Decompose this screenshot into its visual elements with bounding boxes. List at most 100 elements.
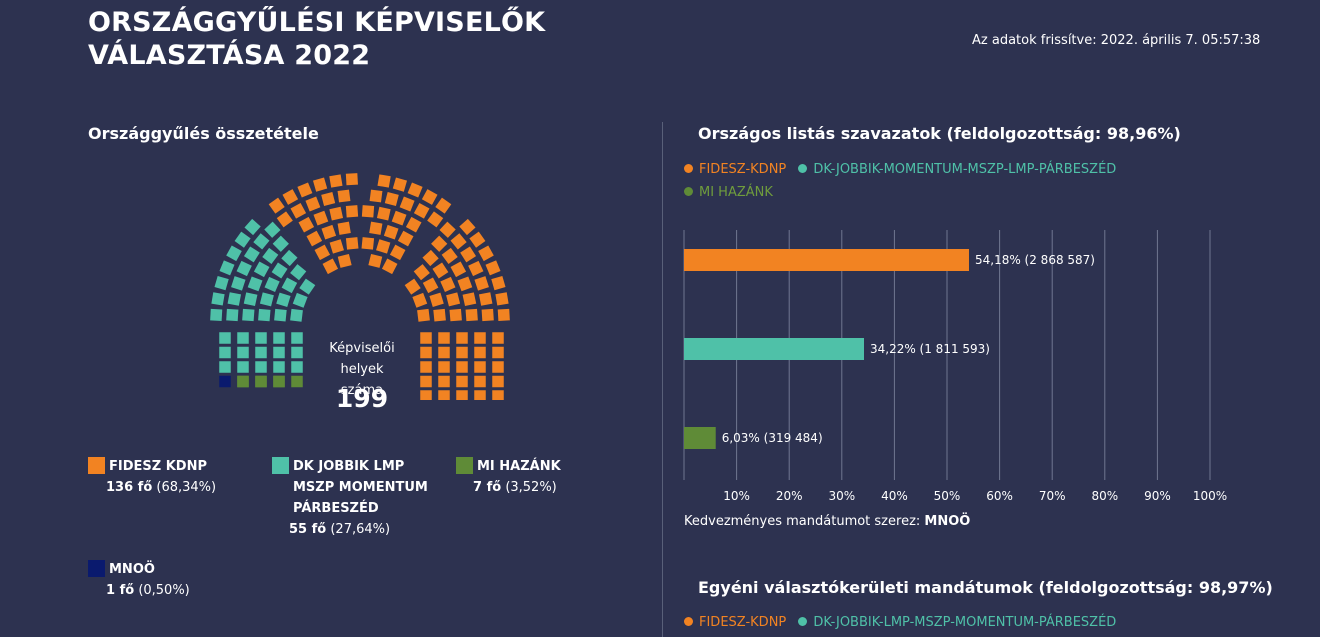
seat [329,239,344,254]
total-seats: 199 [335,384,389,413]
districts-heading: Egyéni választókerületi mandátumok (feld… [698,578,1273,597]
favored-party: MNOÖ [924,514,971,529]
seat [474,361,486,373]
seat [446,292,461,307]
seat [433,308,446,322]
seat [282,189,299,205]
legend-item-fidesz: FIDESZ-KDNP [684,615,786,630]
seat [412,292,428,308]
seat [312,177,328,192]
seat [456,375,468,388]
x-tick-label: 90% [1144,489,1171,503]
seat [313,210,329,226]
seat [226,308,239,322]
seat [438,361,450,373]
seat [435,197,452,214]
party-legend-mnoo: MNOÖ 1 fő (0,50%) [88,559,238,601]
party-name: MI HAZÁNK [477,459,561,474]
seat [273,361,285,373]
mihazank-swatch [456,457,473,474]
seat [219,375,231,388]
seat [337,189,351,203]
seat [271,262,288,279]
party-seats: 136 fő [106,480,153,495]
seat [439,221,456,238]
seat [361,205,375,218]
seat [290,264,307,281]
seat [321,224,337,240]
seat [397,230,414,247]
seat [456,361,468,373]
seat [421,189,438,205]
seat [292,292,308,308]
party-legend-fidesz: FIDESZ KDNP 136 fő (68,34%) [88,456,248,498]
parliament-seat-chart [210,173,510,400]
fidesz-swatch [88,457,105,474]
x-tick-label: 50% [934,489,961,503]
x-tick-label: 100% [1193,489,1227,503]
seat [469,231,486,248]
x-tick-label: 60% [986,489,1013,503]
chart-legend: FIDESZ-KDNP DK-JOBBIK-MOMENTUM-MSZP-LMP-… [684,162,1116,177]
seat [450,261,467,278]
party-legend-dk: DK JOBBIK LMP MSZP MOMENTUM PÁRBESZÉD 55… [272,456,442,540]
seat [291,332,303,344]
seat [329,206,344,221]
legend-item-mihazank: MI HAZÁNK [684,185,773,200]
seat [427,211,444,228]
seat [420,346,432,359]
seat [376,239,391,254]
legend-dot [684,617,693,626]
legend-dot [798,617,808,626]
seat [264,276,280,292]
seat [495,292,509,306]
party-name-line-3: PÁRBESZÉD [293,501,379,516]
seat [491,275,506,291]
seat [438,346,450,359]
seat [392,177,408,192]
legend-item-fidesz: FIDESZ-KDNP [684,162,786,177]
x-tick-label: 70% [1039,489,1066,503]
seat [258,308,271,322]
seat [262,247,279,264]
seat [399,196,415,212]
page-title-line-2: VÁLASZTÁSA 2022 [88,40,371,71]
seat [255,346,267,359]
bar [684,338,864,360]
seat [298,216,315,233]
seat [314,244,331,261]
seat [337,253,352,268]
legend-label: DK-JOBBIK-MOMENTUM-MSZP-LMP-PÁRBESZÉD [813,162,1117,177]
seat [376,206,391,221]
chart-legend-row-2: MI HAZÁNK [684,185,773,200]
seat [243,246,260,263]
legend-dot [684,164,693,173]
seat [459,218,476,236]
seat [291,346,303,359]
seat [243,292,258,307]
seat [226,245,242,262]
seat [276,292,291,307]
seat [368,253,383,268]
dk-swatch [272,457,289,474]
seat [211,292,225,306]
seat [361,237,375,250]
seat [345,173,358,186]
seat [214,275,229,291]
seat [321,192,336,206]
seat [413,202,430,219]
seat [291,361,303,373]
seat [236,260,252,277]
seat [273,332,285,344]
seat [391,210,407,226]
seat [450,233,467,250]
seat [420,332,432,344]
party-name: FIDESZ KDNP [109,459,207,474]
seat [290,308,303,322]
seat [290,202,307,219]
seat [291,375,303,388]
x-tick-label: 40% [881,489,908,503]
party-seats: 55 fő [289,522,327,537]
seat [456,332,468,344]
party-seats: 1 fő [106,583,135,598]
